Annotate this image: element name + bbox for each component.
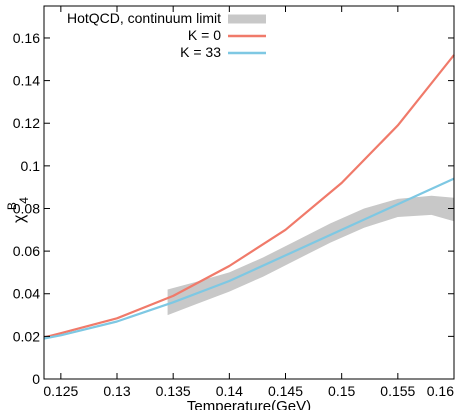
y-tick-label: 0 xyxy=(32,371,40,387)
x-tick-label: 0.16 xyxy=(427,383,454,399)
band-hotqcd xyxy=(167,195,454,316)
y-axis-label-subscript: 4 xyxy=(17,197,31,204)
x-tick-label: 0.13 xyxy=(103,383,130,399)
x-tick-label: 0.14 xyxy=(216,383,243,399)
svg-text:χ B 4: χ B 4 xyxy=(3,197,31,223)
series-line-k0 xyxy=(43,54,455,339)
x-tick-label: 0.125 xyxy=(43,383,78,399)
y-tick-label: 0.14 xyxy=(13,73,40,89)
plot-frame xyxy=(43,5,455,380)
series-line-k33 xyxy=(43,177,455,340)
tick-layer: 0.125 0.13 0.135 0.14 0.145 0.15 0.155 0.1600.0… xyxy=(13,6,455,399)
x-axis-label: Temperature(GeV) xyxy=(187,398,311,410)
legend: HotQCD, continuum limit K = 0 K = 33 xyxy=(67,10,266,60)
series-layer xyxy=(43,54,455,340)
y-tick-label: 0.04 xyxy=(13,286,40,302)
y-tick-label: 0.16 xyxy=(13,30,40,46)
y-tick-label: 0.02 xyxy=(13,328,40,344)
y-tick-label: 0.1 xyxy=(21,158,41,174)
x-tick-label: 0.145 xyxy=(268,383,303,399)
band-layer xyxy=(167,195,454,316)
legend-label-k33: K = 33 xyxy=(180,44,221,60)
y-tick-label: 0.12 xyxy=(13,115,40,131)
x-tick-label: 0.155 xyxy=(380,383,415,399)
legend-label-k0: K = 0 xyxy=(188,27,221,43)
y-axis-label: χ B 4 xyxy=(3,197,31,223)
x-tick-label: 0.135 xyxy=(156,383,191,399)
legend-label-band: HotQCD, continuum limit xyxy=(67,10,221,26)
y-axis-label-superscript: B xyxy=(5,202,19,210)
y-tick-label: 0.06 xyxy=(13,243,40,259)
x-tick-label: 0.15 xyxy=(328,383,355,399)
y-tick-label: 0.08 xyxy=(13,200,40,216)
y-axis-label-symbol: χ xyxy=(11,214,28,223)
